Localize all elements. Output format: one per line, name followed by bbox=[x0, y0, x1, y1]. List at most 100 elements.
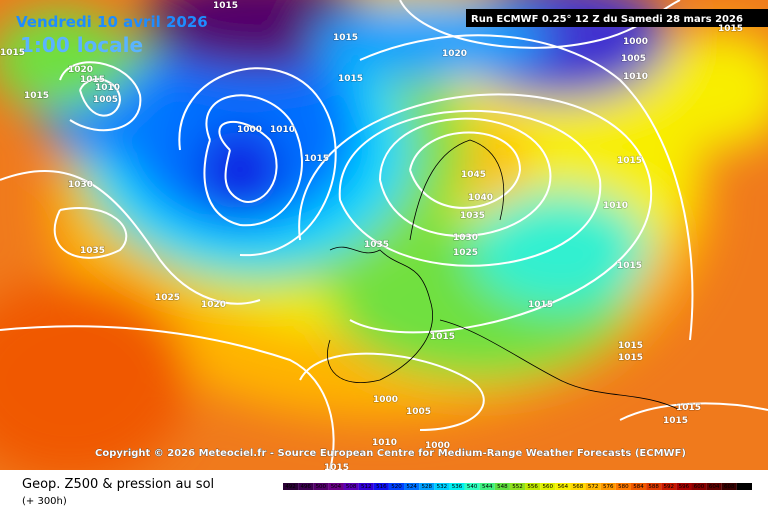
footer-subtitle: (+ 300h) bbox=[22, 496, 67, 507]
legend-swatch bbox=[343, 483, 359, 490]
legend-level: 508 bbox=[346, 484, 357, 490]
isobar-label: 1015 bbox=[663, 416, 688, 426]
isobar-label: 1015 bbox=[618, 353, 643, 363]
isobar-line bbox=[59, 61, 142, 132]
isobars bbox=[0, 0, 768, 471]
legend-swatch bbox=[358, 483, 374, 490]
legend-level: 528 bbox=[421, 484, 432, 490]
coastline bbox=[439, 319, 681, 411]
isobar-label: 1035 bbox=[460, 211, 485, 221]
isobar-line bbox=[409, 131, 522, 209]
isobar-label: 1010 bbox=[623, 72, 648, 82]
legend-level: 584 bbox=[633, 484, 644, 490]
footer-title: Geop. Z500 & pression au sol bbox=[22, 477, 214, 492]
legend-swatch bbox=[630, 483, 647, 490]
legend-swatch bbox=[555, 483, 571, 490]
legend-level: 516 bbox=[376, 484, 387, 490]
isobar-label: 1040 bbox=[468, 193, 493, 203]
legend-swatch bbox=[434, 483, 450, 490]
legend-swatch bbox=[570, 483, 586, 490]
isobar-label: 1005 bbox=[621, 54, 646, 64]
legend-level: 520 bbox=[391, 484, 402, 490]
isobar-label: 1035 bbox=[80, 246, 105, 256]
geopotential-field bbox=[0, 0, 768, 480]
isobar-label: 1015 bbox=[676, 403, 701, 413]
isobar-line bbox=[298, 93, 653, 334]
legend-swatch bbox=[676, 483, 692, 490]
legend-level: 504 bbox=[331, 484, 342, 490]
isobar-line bbox=[299, 352, 485, 431]
legend-level: 612 bbox=[739, 484, 750, 490]
legend-level: 524 bbox=[406, 484, 417, 490]
isobar-label: 1015 bbox=[0, 48, 25, 58]
legend-swatch bbox=[388, 483, 405, 490]
isobar-line bbox=[0, 325, 335, 471]
isobar-label: 1025 bbox=[453, 248, 478, 258]
isobar-label: 1015 bbox=[80, 75, 105, 85]
isobar-label: 1010 bbox=[603, 201, 628, 211]
legend-level: 580 bbox=[618, 484, 629, 490]
legend-level: 544 bbox=[482, 484, 493, 490]
legend-swatch bbox=[404, 483, 420, 490]
legend-swatch bbox=[313, 483, 329, 490]
legend-level: 560 bbox=[543, 484, 554, 490]
isobar-label: 1005 bbox=[406, 407, 431, 417]
legend-swatch bbox=[691, 483, 707, 490]
isobar-label: 1015 bbox=[304, 154, 329, 164]
legend-level: 548 bbox=[497, 484, 508, 490]
legend-level: 552 bbox=[512, 484, 523, 490]
legend-swatch bbox=[525, 483, 541, 490]
coastline bbox=[409, 139, 505, 241]
legend-swatch bbox=[298, 483, 314, 490]
isobar-label: 1020 bbox=[68, 65, 93, 75]
isobar-line bbox=[0, 170, 261, 305]
isobar-label: 1015 bbox=[528, 300, 553, 310]
isobar-line bbox=[338, 109, 602, 267]
isobar-label: 1015 bbox=[430, 332, 455, 342]
footer-background bbox=[0, 470, 768, 512]
isobar-line bbox=[619, 402, 768, 421]
isobar-line bbox=[203, 94, 303, 227]
legend-level: 572 bbox=[588, 484, 599, 490]
isobar-label: 1000 bbox=[425, 441, 450, 451]
isobar-label: 1000 bbox=[623, 37, 648, 47]
isobar-label: 1000 bbox=[373, 395, 398, 405]
legend-swatch bbox=[646, 483, 662, 490]
isobar-label: 1015 bbox=[617, 261, 642, 271]
legend-level: 536 bbox=[452, 484, 463, 490]
forecast-time: 1:00 locale bbox=[20, 33, 143, 57]
legend-level: 576 bbox=[603, 484, 614, 490]
run-info: Run ECMWF 0.25° 12 Z du Samedi 28 mars 2… bbox=[471, 14, 743, 25]
legend-level: 568 bbox=[573, 484, 584, 490]
field-area bbox=[470, 190, 650, 310]
legend-swatch bbox=[464, 483, 480, 490]
color-legend: 492 496 500 504 508 512 516 520 524 528 532 536 540 5… bbox=[283, 483, 752, 490]
run-box bbox=[466, 9, 768, 27]
isobar-line bbox=[359, 34, 694, 341]
isobar-label: 1010 bbox=[372, 438, 397, 448]
isobar-label: 1035 bbox=[364, 240, 389, 250]
isobar-label: 1025 bbox=[155, 293, 180, 303]
isobar-label: 1015 bbox=[338, 74, 363, 84]
legend-swatch bbox=[706, 483, 722, 490]
legend-swatch bbox=[283, 483, 299, 490]
isobar-line bbox=[53, 207, 128, 259]
isobar-labels: 1015 1020 1015 1010 1005 1015 1000 1010 … bbox=[0, 0, 744, 473]
legend-swatch bbox=[373, 483, 389, 490]
legend-swatch bbox=[419, 483, 435, 490]
coastline bbox=[327, 246, 433, 383]
isobar-label: 1015 bbox=[618, 341, 643, 351]
legend-level: 556 bbox=[527, 484, 538, 490]
copyright: Copyright © 2026 Meteociel.fr - Source E… bbox=[95, 448, 686, 459]
legend-level: 564 bbox=[558, 484, 569, 490]
isobar-label: 1010 bbox=[95, 83, 120, 93]
legend-level: 600 bbox=[694, 484, 705, 490]
legend-swatch bbox=[540, 483, 556, 490]
legend-level: 500 bbox=[316, 484, 327, 490]
legend-swatch bbox=[736, 483, 752, 490]
isobar-label: 1015 bbox=[24, 91, 49, 101]
forecast-date: Vendredi 10 avril 2026 bbox=[16, 13, 208, 31]
isobar-line bbox=[218, 120, 278, 203]
isobar-label: 1020 bbox=[442, 49, 467, 59]
